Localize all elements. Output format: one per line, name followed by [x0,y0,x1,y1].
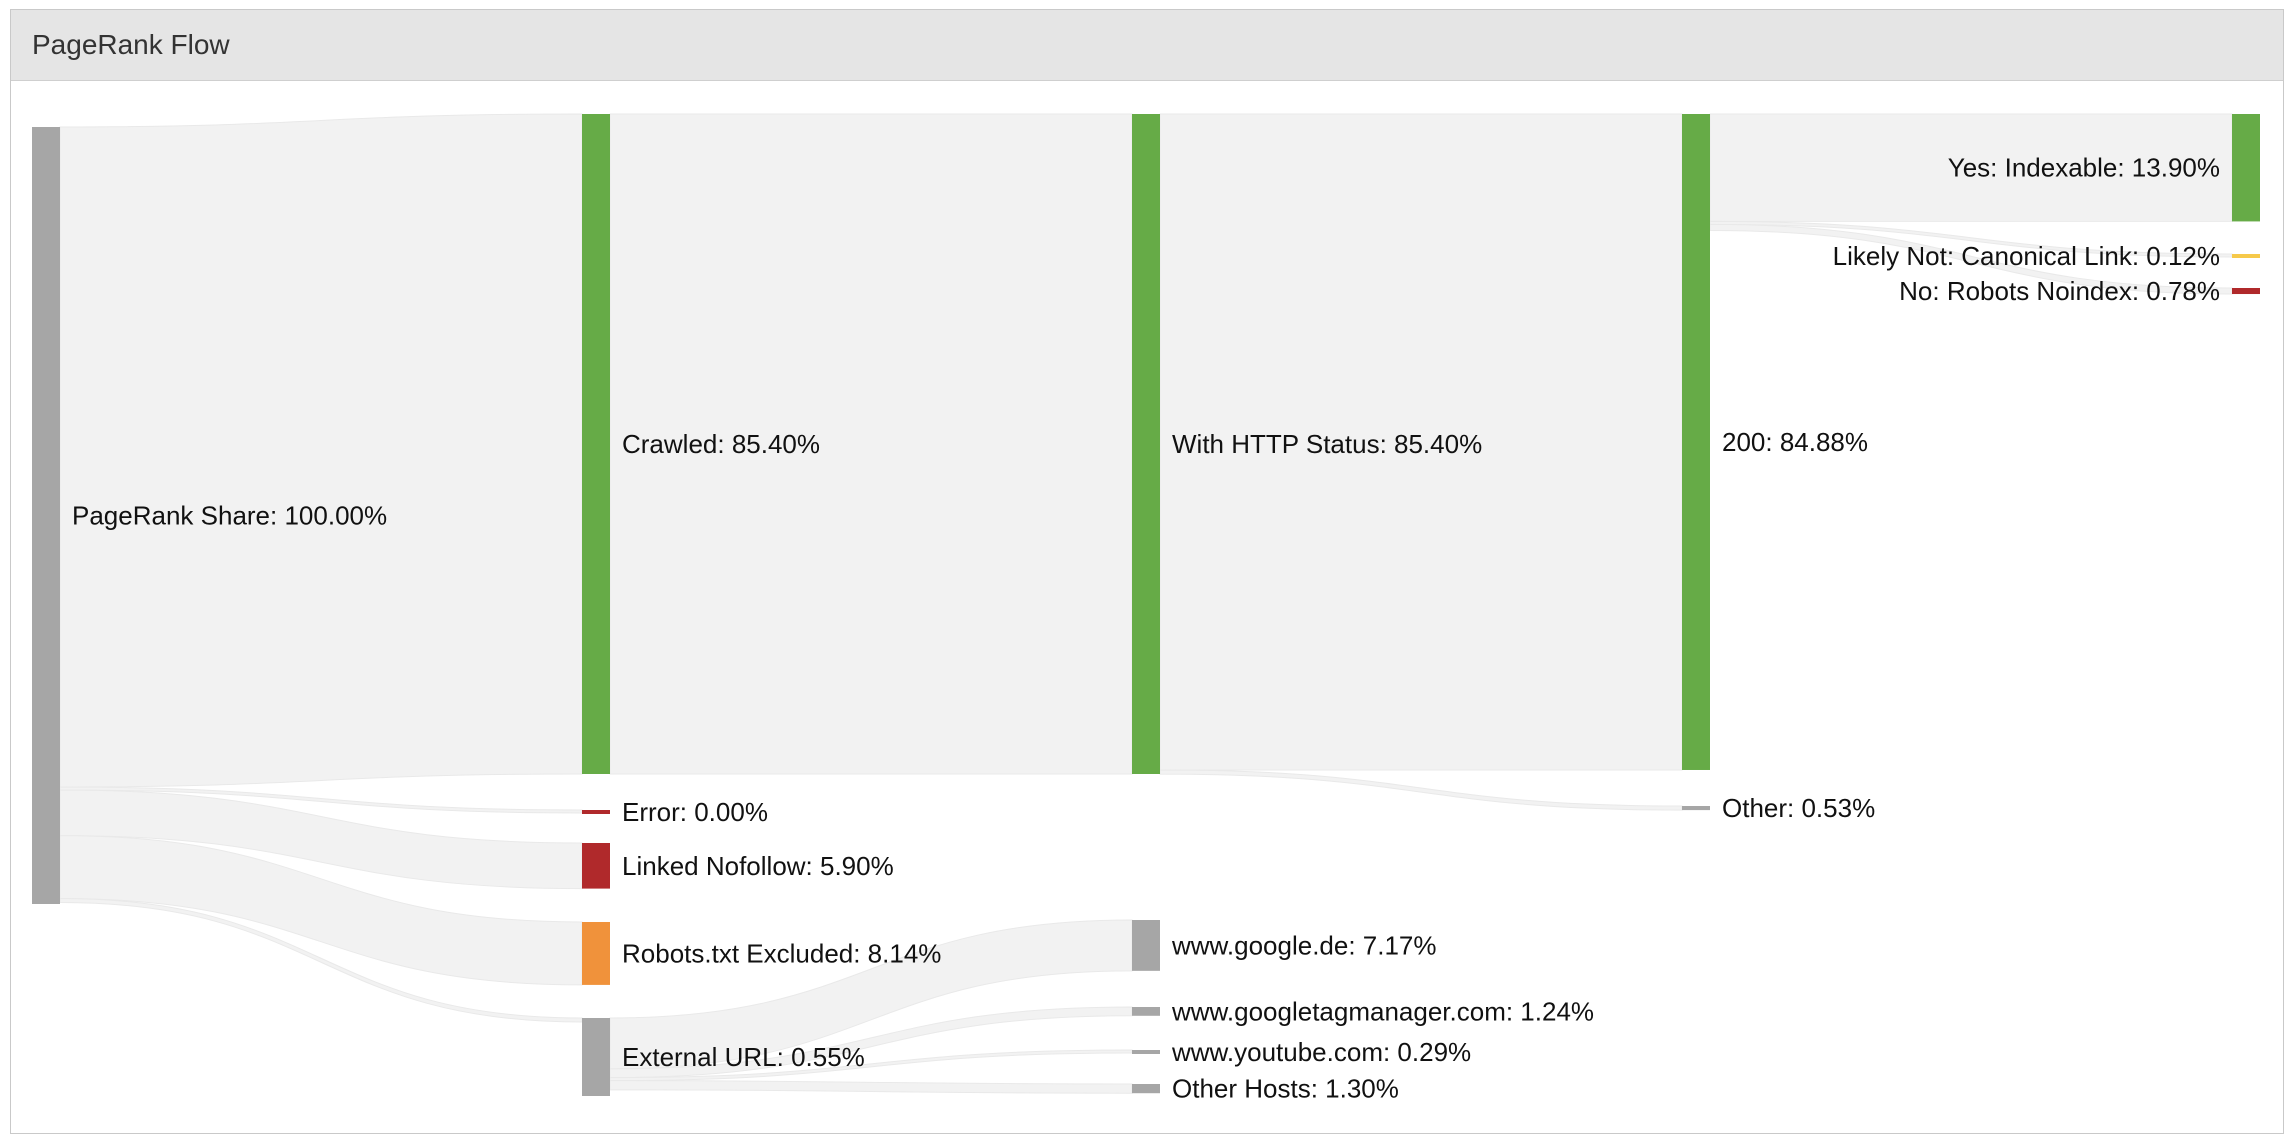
node-nofollow[interactable] [582,843,610,889]
node-canonical[interactable] [2232,254,2260,258]
node-gtm[interactable] [1132,1007,1160,1016]
node-crawled[interactable] [582,114,610,774]
node-label-error: Error: 0.00% [622,797,768,827]
node-label-indexable: Yes: Indexable: 13.90% [1948,153,2220,183]
sankey-nodes: PageRank Share: 100.00% Crawled: 85.40% Er… [32,114,2260,1104]
link-http-to-other[interactable] [1159,769,1683,811]
node-youtube[interactable] [1132,1050,1160,1054]
panel-title: PageRank Flow [32,29,230,60]
node-error[interactable] [582,810,610,814]
node-other[interactable] [1682,806,1710,811]
link-share-to-robots[interactable] [59,835,583,986]
node-label-s200: 200: 84.88% [1722,427,1868,457]
node-google[interactable] [1132,920,1160,971]
node-label-google: www.google.de: 7.17% [1171,930,1437,960]
node-label-http: With HTTP Status: 85.40% [1172,429,1482,459]
link-s200-to-indexable[interactable] [1709,113,2233,222]
node-indexable[interactable] [2232,114,2260,222]
node-label-canonical: Likely Not: Canonical Link: 0.12% [1833,241,2220,271]
link-external-to-google[interactable] [609,919,1133,1070]
node-label-crawled: Crawled: 85.40% [622,429,820,459]
node-label-otherhosts: Other Hosts: 1.30% [1172,1074,1399,1104]
link-share-to-crawled[interactable] [59,113,583,788]
node-label-share: PageRank Share: 100.00% [72,501,387,531]
panel-header: PageRank Flow [11,10,2283,81]
node-otherhosts[interactable] [1132,1084,1160,1094]
node-http[interactable] [1132,114,1160,774]
node-label-youtube: www.youtube.com: 0.29% [1171,1037,1471,1067]
node-robots[interactable] [582,922,610,985]
node-label-external: External URL: 0.55% [622,1042,865,1072]
link-external-to-otherhosts[interactable] [609,1080,1133,1094]
node-external[interactable] [582,1018,610,1096]
node-label-robots: Robots.txt Excluded: 8.14% [622,938,941,968]
node-noindex[interactable] [2232,288,2260,295]
node-label-gtm: www.googletagmanager.com: 1.24% [1171,996,1594,1026]
sankey-links [59,113,2233,1094]
node-s200[interactable] [1682,114,1710,770]
node-label-noindex: No: Robots Noindex: 0.78% [1899,276,2220,306]
node-share[interactable] [32,127,60,904]
node-label-nofollow: Linked Nofollow: 5.90% [622,851,894,881]
node-label-other: Other: 0.53% [1722,793,1875,823]
